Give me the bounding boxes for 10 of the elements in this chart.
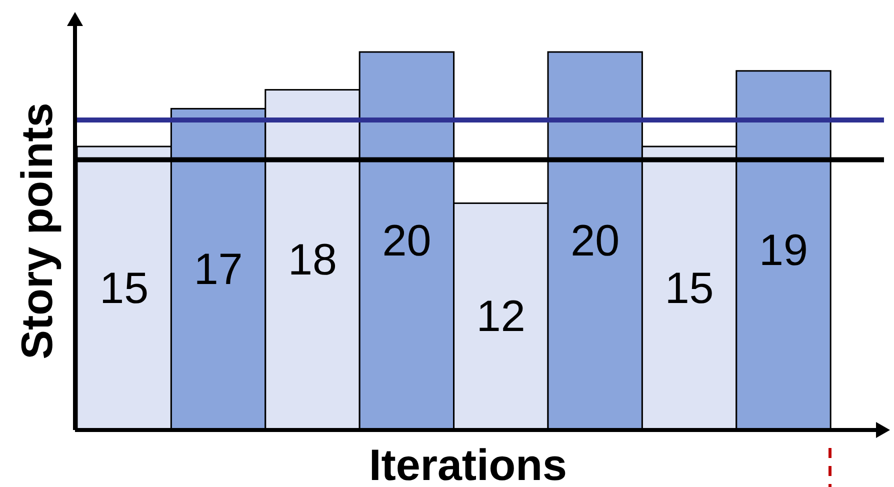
data-label: 20 (382, 216, 432, 266)
data-label: 12 (476, 292, 526, 342)
y-axis-title: Story points (13, 102, 62, 360)
data-label: 17 (194, 244, 243, 294)
data-label: 20 (570, 216, 620, 266)
data-label: 18 (288, 235, 337, 284)
data-label: 15 (664, 264, 714, 313)
x-axis-title: Iterations (368, 441, 568, 487)
data-label: 19 (759, 226, 808, 275)
data-label: 15 (100, 264, 149, 313)
